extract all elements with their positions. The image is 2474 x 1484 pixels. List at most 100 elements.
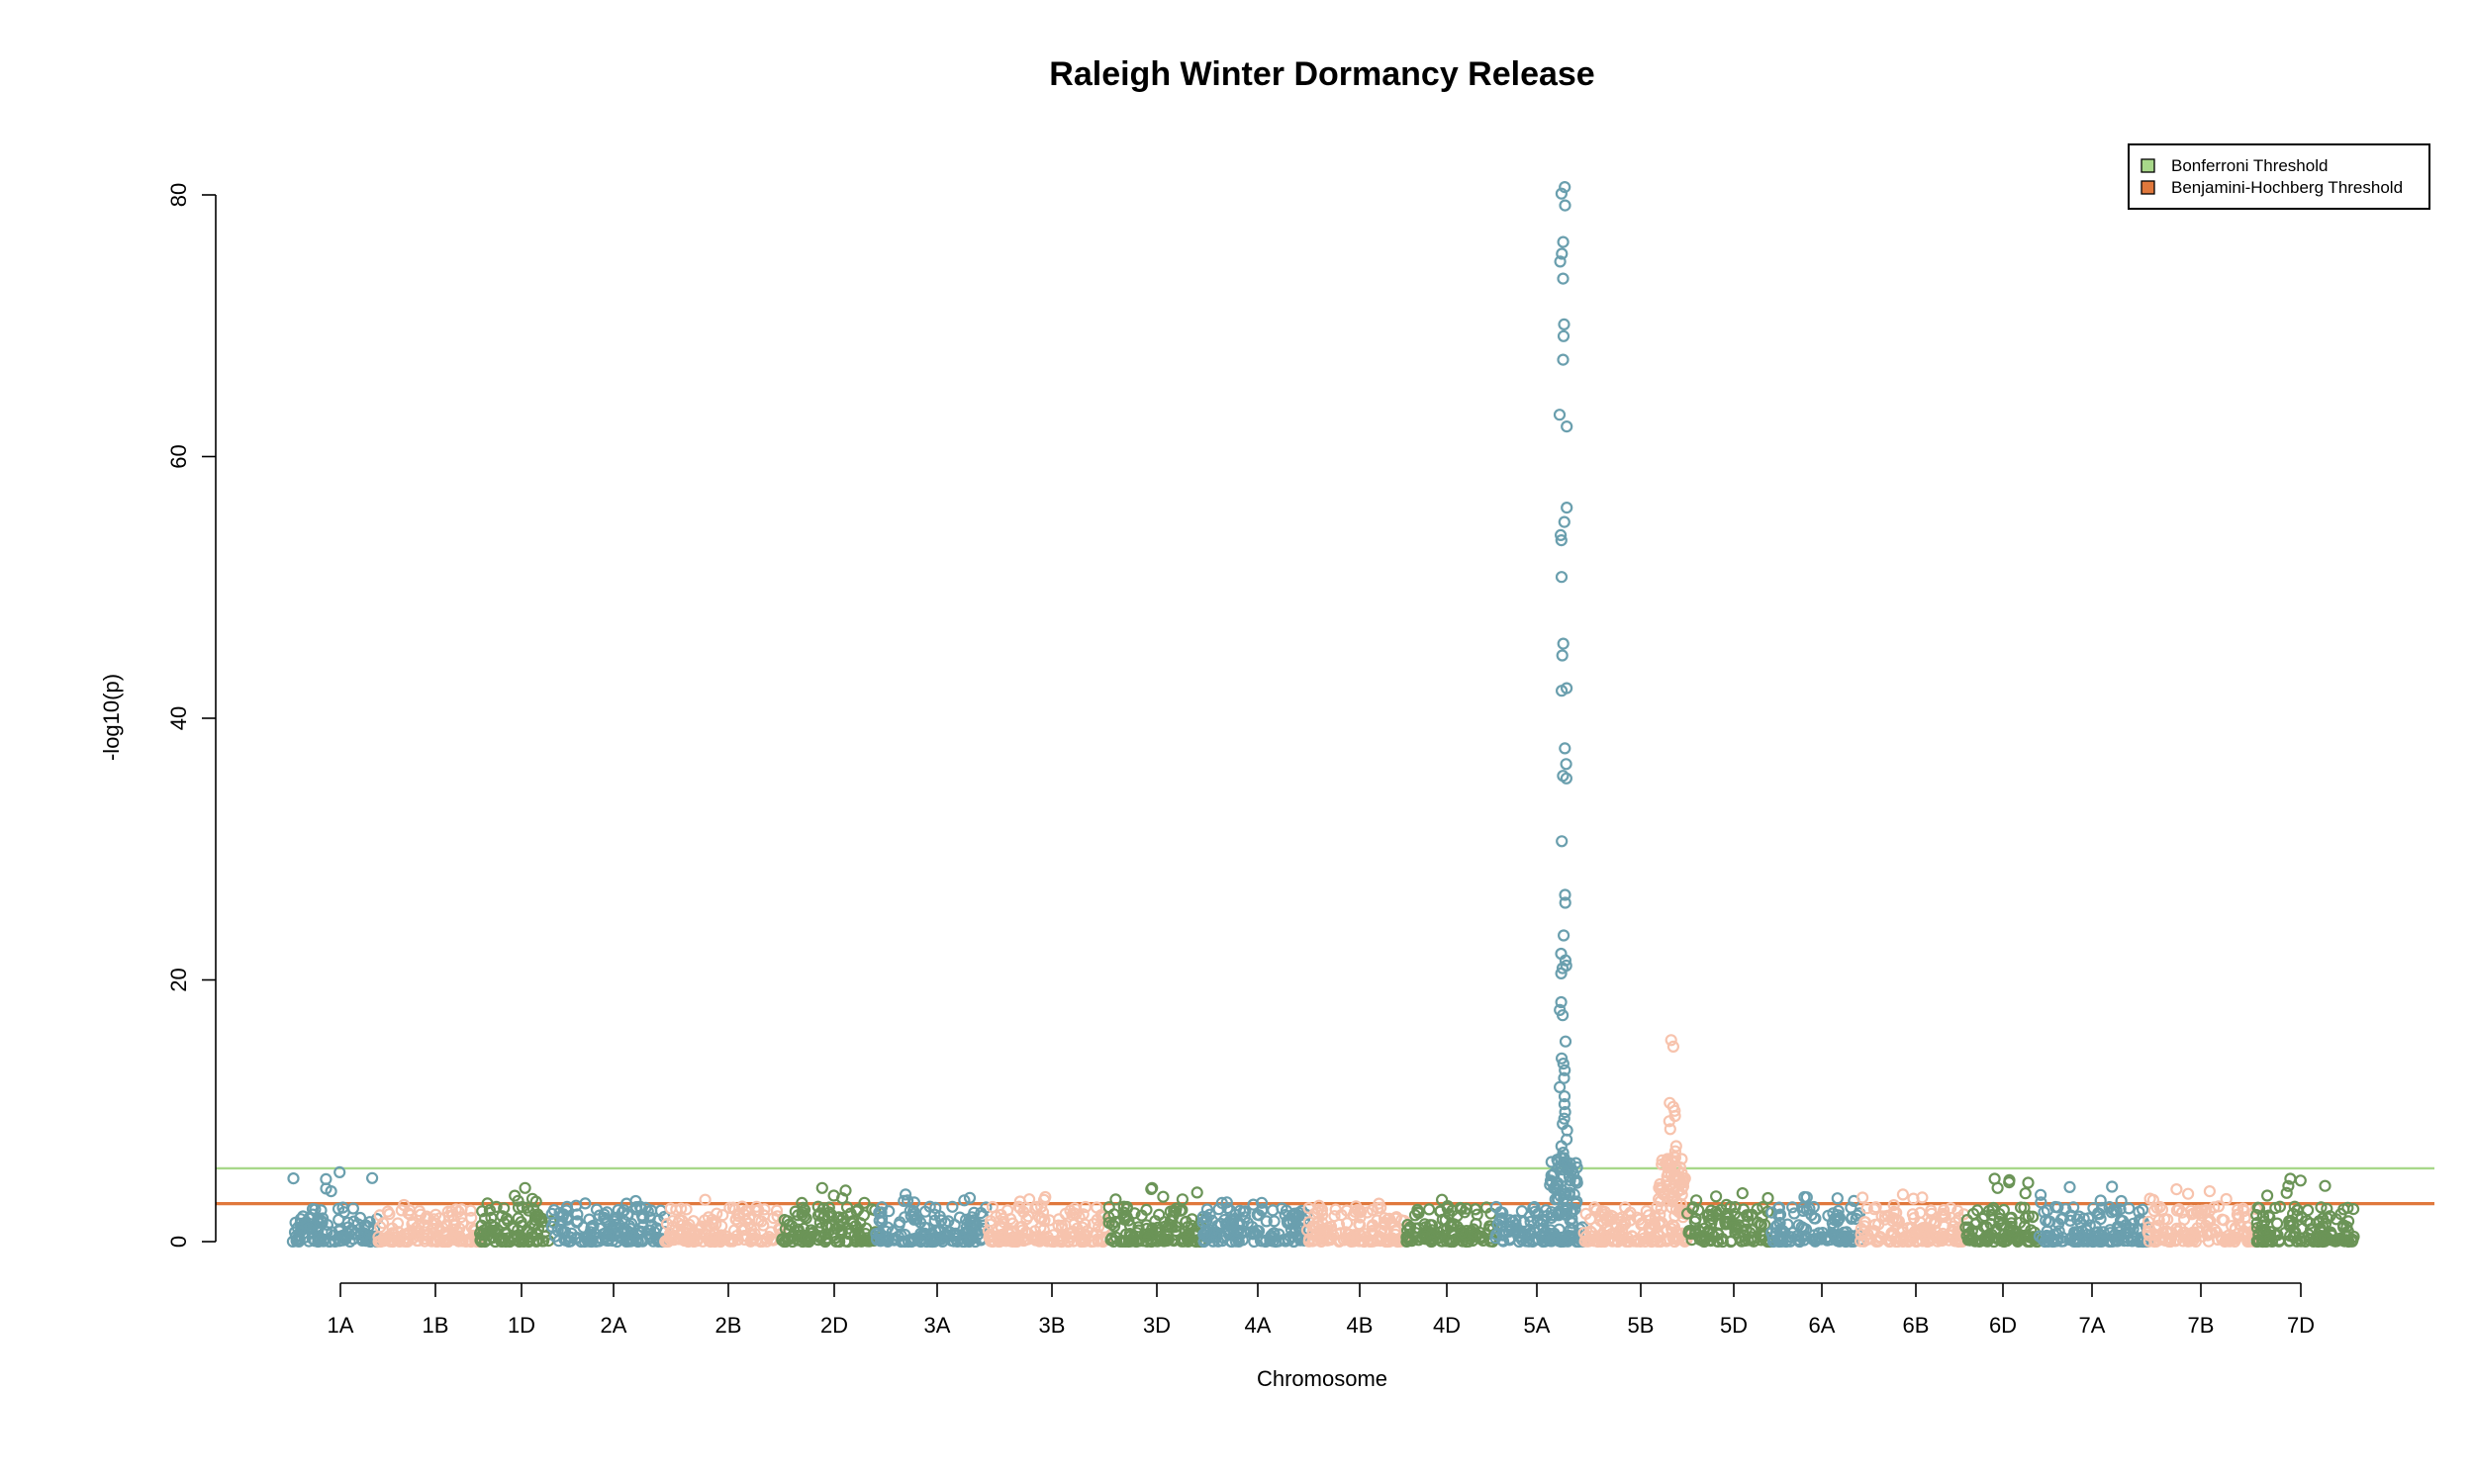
- data-point-5B: [1654, 1234, 1666, 1248]
- data-point-1B-max: [398, 1198, 411, 1212]
- data-point-5B-peak: [1665, 1034, 1677, 1047]
- data-point-5B-peak: [1664, 1123, 1676, 1136]
- data-point-5A: [1553, 1205, 1566, 1218]
- legend: Bonferroni Threshold Benjamini-Hochberg …: [2128, 143, 2430, 210]
- data-point-4D: [1422, 1203, 1436, 1216]
- data-point-2A: [611, 1211, 623, 1224]
- data-point-7B: [2218, 1214, 2231, 1227]
- data-point-2D: [798, 1210, 810, 1223]
- data-point-7B: [2201, 1229, 2214, 1242]
- data-point-7D: [2307, 1235, 2320, 1249]
- data-point-4A: [1268, 1215, 1281, 1228]
- data-point-5B: [1590, 1231, 1604, 1244]
- data-point-2A: [558, 1234, 571, 1247]
- data-point-5D: [1720, 1198, 1733, 1212]
- data-point-3B: [984, 1215, 998, 1228]
- data-point-2A: [598, 1211, 611, 1225]
- data-point-1A: [320, 1172, 333, 1186]
- data-point-1D: [529, 1235, 543, 1249]
- data-point-1B: [383, 1234, 396, 1248]
- data-point-6A-max: [1798, 1190, 1811, 1204]
- data-point-3D: [1176, 1193, 1189, 1206]
- x-tick-label-3D: 3D: [1143, 1313, 1171, 1338]
- data-point-2D: [840, 1201, 854, 1214]
- data-point-1B: [436, 1234, 449, 1247]
- x-tick-label-3B: 3B: [1039, 1313, 1066, 1338]
- data-point-3B: [1055, 1219, 1069, 1233]
- data-point-2B: [716, 1209, 729, 1222]
- data-point-3B: [1035, 1200, 1048, 1214]
- data-point-7A: [2123, 1202, 2136, 1215]
- data-point-6A: [1809, 1212, 1822, 1225]
- data-point-4A: [1215, 1196, 1228, 1210]
- data-point-3B: [1077, 1208, 1090, 1221]
- data-point-4B: [1329, 1203, 1342, 1216]
- y-tick-label: 80: [166, 183, 191, 207]
- data-point-5B: [1624, 1214, 1637, 1227]
- data-point-2A: [637, 1212, 650, 1225]
- data-point-5B: [1670, 1195, 1683, 1208]
- data-point-5A-peak: [1559, 896, 1571, 909]
- data-point-6B: [1905, 1222, 1918, 1235]
- data-point-7B: [2195, 1216, 2208, 1230]
- data-point-6B: [1865, 1226, 1879, 1239]
- data-point-2D: [800, 1212, 812, 1225]
- data-point-5A-peak: [1558, 515, 1570, 528]
- data-point-5D: [1754, 1218, 1766, 1231]
- data-point-2A: [599, 1213, 612, 1227]
- data-point-4B: [1350, 1200, 1363, 1213]
- data-point-2D: [825, 1220, 838, 1233]
- data-point-4B: [1366, 1219, 1380, 1232]
- data-point-7B: [2142, 1235, 2155, 1248]
- data-point-6B: [1951, 1235, 1963, 1248]
- data-point-3B: [1091, 1201, 1103, 1214]
- data-point-1B: [381, 1205, 394, 1218]
- data-point-6B: [1887, 1198, 1900, 1212]
- data-point-4D: [1401, 1218, 1414, 1232]
- data-point-5A-peak: [1560, 758, 1572, 771]
- data-point-4D: [1474, 1230, 1486, 1244]
- data-point-1B: [404, 1208, 417, 1222]
- data-point-5B-peak: [1668, 1145, 1682, 1158]
- data-point-4B: [1337, 1233, 1350, 1246]
- data-point-4D: [1437, 1223, 1450, 1236]
- data-point-7A: [2114, 1214, 2128, 1227]
- data-point-3A: [907, 1213, 920, 1226]
- data-point-5D: [1716, 1235, 1729, 1249]
- data-point-2D-max: [815, 1181, 828, 1194]
- data-point-5A: [1496, 1234, 1509, 1247]
- data-point-3D: [1140, 1203, 1153, 1217]
- data-point-1D: [536, 1235, 549, 1248]
- data-point-3D: [1156, 1233, 1169, 1247]
- data-point-6D: [2020, 1229, 2033, 1242]
- data-point-6D: [1979, 1234, 1992, 1247]
- data-point-6B: [1886, 1214, 1899, 1228]
- data-point-6A: [1831, 1192, 1844, 1205]
- data-point-6B: [1858, 1216, 1871, 1229]
- data-point-5A: [1496, 1228, 1509, 1241]
- x-tick-label-6A: 6A: [1809, 1313, 1836, 1338]
- data-point-6B: [1934, 1234, 1948, 1247]
- data-point-6A: [1787, 1207, 1801, 1220]
- data-point-6A: [1773, 1208, 1787, 1221]
- data-point-2B: [670, 1203, 683, 1216]
- data-point-2A: [626, 1230, 640, 1243]
- data-point-5D: [1689, 1194, 1703, 1207]
- data-point-5A-peak: [1559, 1035, 1572, 1048]
- data-point-6D: [2009, 1232, 2022, 1246]
- data-point-5A-peak: [1558, 1112, 1570, 1125]
- data-point-4B: [1320, 1223, 1334, 1237]
- data-point-5B: [1577, 1227, 1590, 1240]
- data-point-2B: [695, 1220, 709, 1233]
- data-point-4A: [1293, 1223, 1306, 1237]
- data-point-1D: [479, 1212, 492, 1225]
- data-point-1A: [313, 1231, 326, 1244]
- data-point-4B: [1302, 1233, 1316, 1246]
- data-point-7A: [2114, 1203, 2127, 1216]
- data-point-6A: [1814, 1231, 1828, 1244]
- data-point-2A: [612, 1203, 624, 1217]
- data-point-7D: [2319, 1179, 2331, 1192]
- x-tick-label-1B: 1B: [423, 1313, 449, 1338]
- data-point-7D: [2282, 1179, 2295, 1192]
- data-point-3B: [1043, 1214, 1056, 1227]
